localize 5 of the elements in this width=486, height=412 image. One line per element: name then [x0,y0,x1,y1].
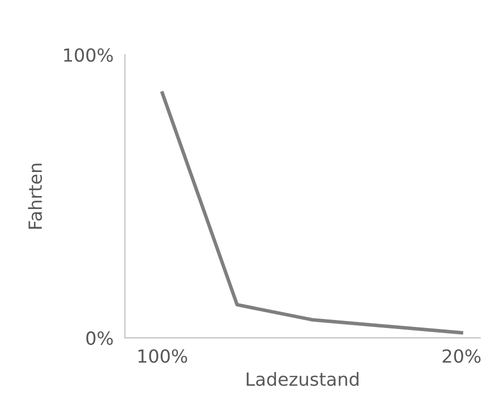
x-axis-title: Ladezustand [246,372,358,386]
line-series [160,91,464,334]
y-tick-label: 0% [86,331,113,345]
x-tick-label: 20% [442,349,481,363]
y-axis-title: Fahrten [28,164,42,229]
